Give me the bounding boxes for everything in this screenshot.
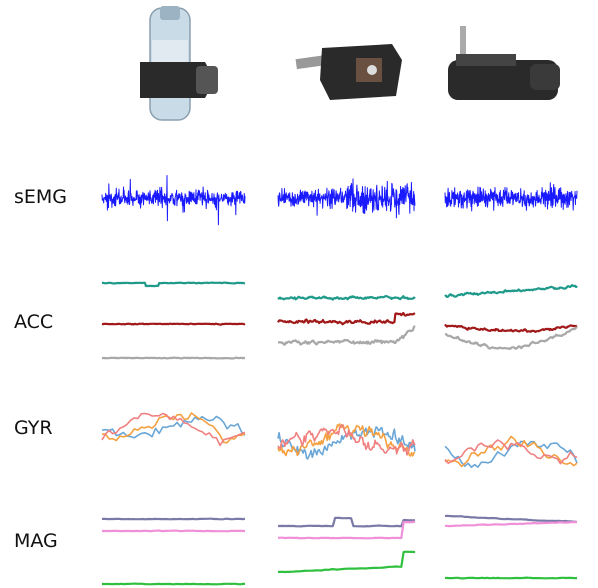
mag-trace-1-1: [102, 517, 246, 521]
acc-trace-3-2: [444, 323, 578, 333]
row-label-semg: sEMG: [14, 186, 68, 208]
mag-trace-2-1: [278, 516, 416, 528]
semg-trace-3: [444, 182, 578, 212]
row-label-gyr: GYR: [14, 417, 53, 439]
mag-trace-1-2: [102, 529, 246, 533]
mag-trace-2-2: [277, 520, 416, 540]
acc-trace-1-1: [101, 281, 246, 288]
hand-holding-bottle-icon: [140, 6, 218, 121]
acc-trace-1-3: [101, 356, 246, 360]
acc-trace-2-3: [277, 325, 416, 346]
acc-trace-1-2: [101, 322, 246, 326]
acc-trace-2-2: [277, 311, 416, 326]
mag-trace-3-3: [444, 576, 577, 580]
gyr-trace-3-3: [444, 439, 578, 465]
gyr-trace-3-2: [444, 435, 578, 468]
gyr-trace-1-2: [102, 412, 246, 444]
mag-trace-3-1: [444, 514, 578, 524]
row-label-mag: MAG: [14, 530, 58, 552]
semg-trace-2: [277, 178, 416, 219]
hand-holding-knife-icon: [448, 26, 560, 100]
gyr-trace-1-1: [101, 415, 246, 439]
mag-trace-1-3: [102, 582, 245, 586]
gyr-trace-3-1: [444, 440, 578, 468]
gyr-trace-1-3: [101, 412, 246, 447]
mag-trace-3-2: [444, 520, 578, 528]
row-label-acc: ACC: [14, 311, 54, 333]
acc-trace-2-1: [277, 295, 416, 301]
hand-pinch-card-icon: [295, 44, 402, 100]
acc-trace-3-3: [444, 326, 578, 350]
semg-trace-1: [101, 175, 246, 226]
mag-trace-2-3: [277, 550, 416, 574]
acc-trace-3-1: [444, 284, 578, 298]
gyr-trace-2-2: [277, 423, 416, 457]
gyr-trace-2-3: [277, 423, 416, 456]
